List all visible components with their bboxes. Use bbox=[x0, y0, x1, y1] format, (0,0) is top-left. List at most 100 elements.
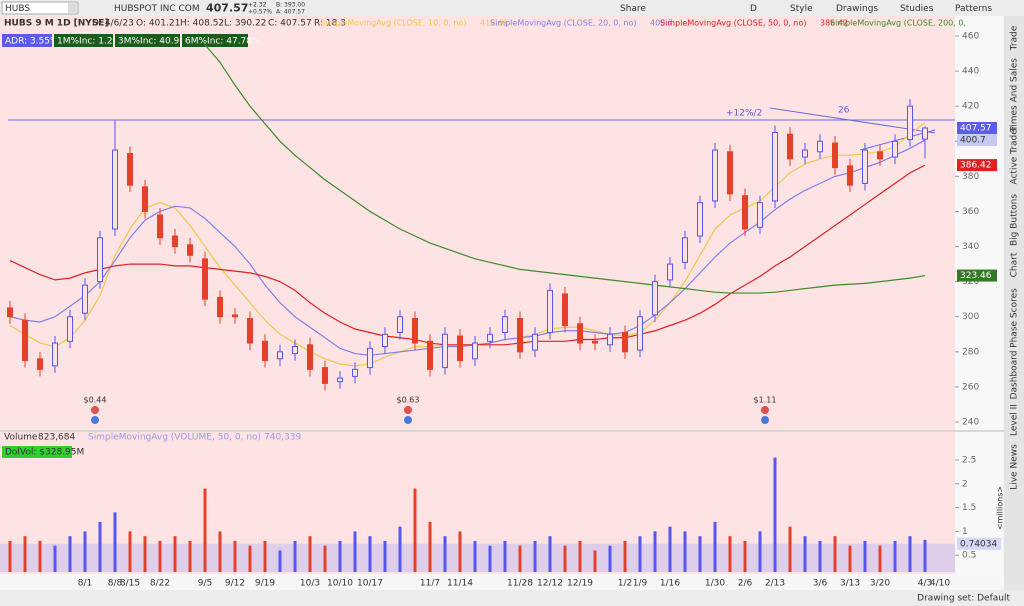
x-tick-label: 3/6 bbox=[813, 579, 828, 589]
annotation: +12%/2 bbox=[726, 109, 762, 119]
event-icon bbox=[404, 416, 412, 424]
symbol[interactable]: HUBS bbox=[5, 4, 30, 14]
volume-tick-label: 2.5 bbox=[962, 456, 976, 466]
legend-value: 400.7 bbox=[650, 19, 673, 28]
x-tick-label: 1/30 bbox=[705, 579, 725, 589]
candle-body bbox=[412, 317, 418, 344]
candle-body bbox=[502, 316, 508, 334]
moving-average-line bbox=[9, 139, 926, 356]
candle-body bbox=[247, 317, 253, 344]
price-tag bbox=[957, 134, 997, 147]
candle-body bbox=[772, 132, 778, 202]
volume-bar bbox=[878, 545, 882, 572]
info-range: R: 18.3 bbox=[314, 19, 346, 29]
volume-tick-label: 2 bbox=[962, 479, 968, 489]
volume-bar bbox=[683, 531, 687, 572]
info-open: O: 401.21 bbox=[136, 19, 180, 29]
sidebar-tab[interactable]: Phase Scores bbox=[1010, 288, 1020, 348]
candle-body bbox=[352, 368, 358, 377]
y-tick-label: 280 bbox=[962, 347, 979, 357]
status: Drawing set: Default bbox=[917, 594, 1010, 604]
candle-body bbox=[862, 149, 868, 184]
badge bbox=[115, 34, 180, 47]
sidebar-tab[interactable]: Level II bbox=[1010, 404, 1020, 436]
share-button[interactable]: Share bbox=[620, 4, 646, 14]
style-button[interactable]: Style bbox=[790, 4, 813, 14]
volume-bar bbox=[758, 531, 762, 572]
candle-body bbox=[832, 142, 838, 169]
candle-body bbox=[697, 202, 703, 237]
legend-value: 386.42 bbox=[820, 19, 848, 28]
volume-bar bbox=[728, 536, 732, 572]
candle-body bbox=[607, 333, 613, 346]
studies-button[interactable]: Studies bbox=[900, 4, 934, 14]
volume-bar bbox=[23, 536, 27, 572]
volume-tick-label: 0.5 bbox=[962, 551, 976, 561]
price-plot bbox=[7, 44, 928, 391]
volume-bar bbox=[308, 536, 312, 572]
volume-bar bbox=[533, 540, 537, 572]
candle-body bbox=[592, 340, 598, 344]
badge-text: 3M%Inc: 40.96% bbox=[118, 37, 194, 47]
candle-body bbox=[112, 149, 118, 230]
sidebar bbox=[1004, 16, 1024, 590]
sidebar-tab[interactable]: Times And Sales bbox=[1010, 58, 1020, 133]
moving-average-line bbox=[204, 44, 926, 294]
x-tick-label: 11/14 bbox=[447, 579, 473, 589]
info-date: D: 4/6/23 bbox=[92, 19, 134, 29]
candle-body bbox=[577, 323, 583, 344]
last-price: 407.57 bbox=[206, 2, 248, 15]
sidebar-tab[interactable]: Trade bbox=[1010, 25, 1020, 51]
sidebar-tab[interactable]: Dashboard bbox=[1010, 351, 1020, 400]
chart-title: HUBS 9 M 1D [NYSE] bbox=[4, 19, 109, 29]
volume-bar bbox=[203, 488, 207, 572]
sidebar-tab[interactable]: Chart bbox=[1010, 252, 1020, 277]
candle-body bbox=[787, 133, 793, 160]
y-tick-label: 420 bbox=[962, 102, 979, 112]
sidebar-tab[interactable]: Big Buttons bbox=[1010, 194, 1020, 246]
drawings-button[interactable]: Drawings bbox=[836, 4, 878, 14]
volume-bar bbox=[158, 540, 162, 572]
candle-body bbox=[37, 358, 43, 370]
y-tick-label: 360 bbox=[962, 207, 979, 217]
volume-bar bbox=[53, 545, 57, 572]
y-tick-label: 380 bbox=[962, 172, 979, 182]
candle-body bbox=[7, 307, 13, 318]
x-tick-label: 2/13 bbox=[765, 579, 785, 589]
volume-bar bbox=[638, 536, 642, 572]
candle-body bbox=[382, 333, 388, 348]
candle-body bbox=[757, 202, 763, 228]
sidebar-tab[interactable]: Live News bbox=[1010, 444, 1020, 490]
dolvol-badge bbox=[2, 446, 72, 458]
x-tick-label: 12/12 bbox=[537, 579, 563, 589]
price-tag-text: 400.7 bbox=[960, 136, 986, 146]
candle-body bbox=[487, 333, 493, 342]
info-close: C: 407.57 bbox=[268, 19, 312, 29]
volume-bar bbox=[173, 536, 177, 572]
volume-bar bbox=[413, 488, 417, 572]
volume-bar bbox=[68, 536, 72, 572]
volume-bar bbox=[563, 545, 567, 572]
company: HUBSPOT INC COM bbox=[114, 4, 200, 14]
x-tick-label: 1/2 bbox=[618, 579, 632, 589]
candle-body bbox=[52, 342, 58, 367]
symbol-dropdown[interactable] bbox=[68, 3, 77, 13]
sidebar-tab[interactable]: Active Trader bbox=[1010, 125, 1020, 184]
candle-body bbox=[232, 314, 238, 318]
candle-body bbox=[142, 186, 148, 212]
toolbar bbox=[0, 0, 1024, 16]
volume-bar bbox=[398, 526, 402, 572]
volume-bar bbox=[893, 540, 897, 572]
volume-bar bbox=[908, 536, 912, 572]
symbol-box[interactable] bbox=[1, 1, 79, 15]
patterns-button[interactable]: Patterns bbox=[955, 4, 992, 14]
period-button[interactable]: D bbox=[750, 4, 757, 14]
price-tag-text: 323.46 bbox=[960, 271, 992, 281]
y-tick-label: 300 bbox=[962, 312, 979, 322]
volume-bar bbox=[548, 536, 552, 572]
volume-bar bbox=[98, 521, 102, 572]
volume-tick-label: 1 bbox=[962, 527, 968, 537]
volume-bar bbox=[623, 540, 627, 572]
y-tick-label: 240 bbox=[962, 418, 979, 428]
volume-sma-tag bbox=[957, 537, 1001, 550]
